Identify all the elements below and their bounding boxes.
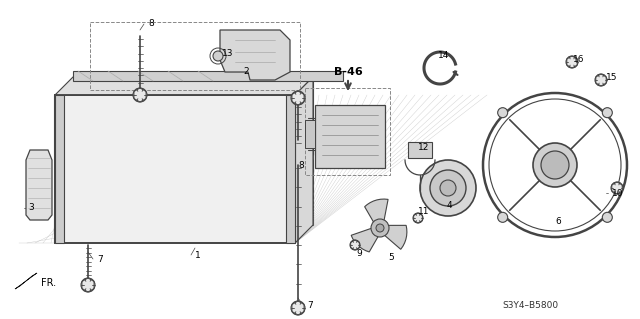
Circle shape — [81, 278, 95, 292]
Text: 7: 7 — [307, 300, 313, 309]
Circle shape — [611, 182, 623, 194]
Polygon shape — [73, 77, 313, 225]
Circle shape — [498, 212, 508, 222]
Circle shape — [213, 51, 223, 61]
Text: FR.: FR. — [41, 278, 56, 288]
Circle shape — [133, 88, 147, 102]
Circle shape — [602, 212, 612, 222]
Polygon shape — [55, 77, 313, 95]
Text: 15: 15 — [606, 73, 618, 83]
Polygon shape — [286, 95, 295, 243]
Polygon shape — [315, 105, 385, 168]
Circle shape — [595, 74, 607, 86]
Polygon shape — [408, 142, 432, 158]
Circle shape — [566, 56, 578, 68]
Circle shape — [371, 219, 389, 237]
Text: 13: 13 — [222, 49, 234, 58]
Circle shape — [430, 170, 466, 206]
Circle shape — [420, 160, 476, 216]
Text: 6: 6 — [555, 218, 561, 226]
Polygon shape — [26, 150, 52, 220]
Polygon shape — [73, 71, 343, 81]
Circle shape — [376, 224, 384, 232]
Circle shape — [541, 151, 569, 179]
Circle shape — [350, 240, 360, 250]
Text: 5: 5 — [388, 254, 394, 263]
Text: 16: 16 — [573, 56, 584, 64]
Polygon shape — [305, 120, 315, 148]
Polygon shape — [220, 30, 290, 80]
Text: 9: 9 — [356, 249, 362, 258]
Text: 8: 8 — [148, 19, 154, 28]
Polygon shape — [365, 199, 388, 228]
Text: 14: 14 — [438, 50, 449, 60]
Polygon shape — [15, 273, 37, 289]
Text: 12: 12 — [418, 144, 429, 152]
Text: 3: 3 — [28, 204, 34, 212]
Text: 4: 4 — [447, 202, 452, 211]
Circle shape — [533, 143, 577, 187]
Text: 10: 10 — [612, 189, 623, 197]
Polygon shape — [55, 95, 64, 243]
Circle shape — [413, 213, 423, 223]
Text: 7: 7 — [97, 255, 103, 263]
Text: S3Y4–B5800: S3Y4–B5800 — [502, 300, 558, 309]
Text: 11: 11 — [418, 207, 429, 217]
Circle shape — [291, 91, 305, 105]
Circle shape — [440, 180, 456, 196]
Circle shape — [602, 108, 612, 118]
Circle shape — [498, 108, 508, 118]
Polygon shape — [55, 95, 295, 243]
Text: 8: 8 — [298, 160, 304, 169]
Circle shape — [291, 301, 305, 315]
Polygon shape — [351, 227, 380, 252]
Text: B-46: B-46 — [333, 67, 362, 77]
Text: 2: 2 — [243, 68, 248, 77]
Polygon shape — [380, 225, 407, 249]
Text: 1: 1 — [195, 250, 201, 259]
Polygon shape — [295, 77, 313, 243]
